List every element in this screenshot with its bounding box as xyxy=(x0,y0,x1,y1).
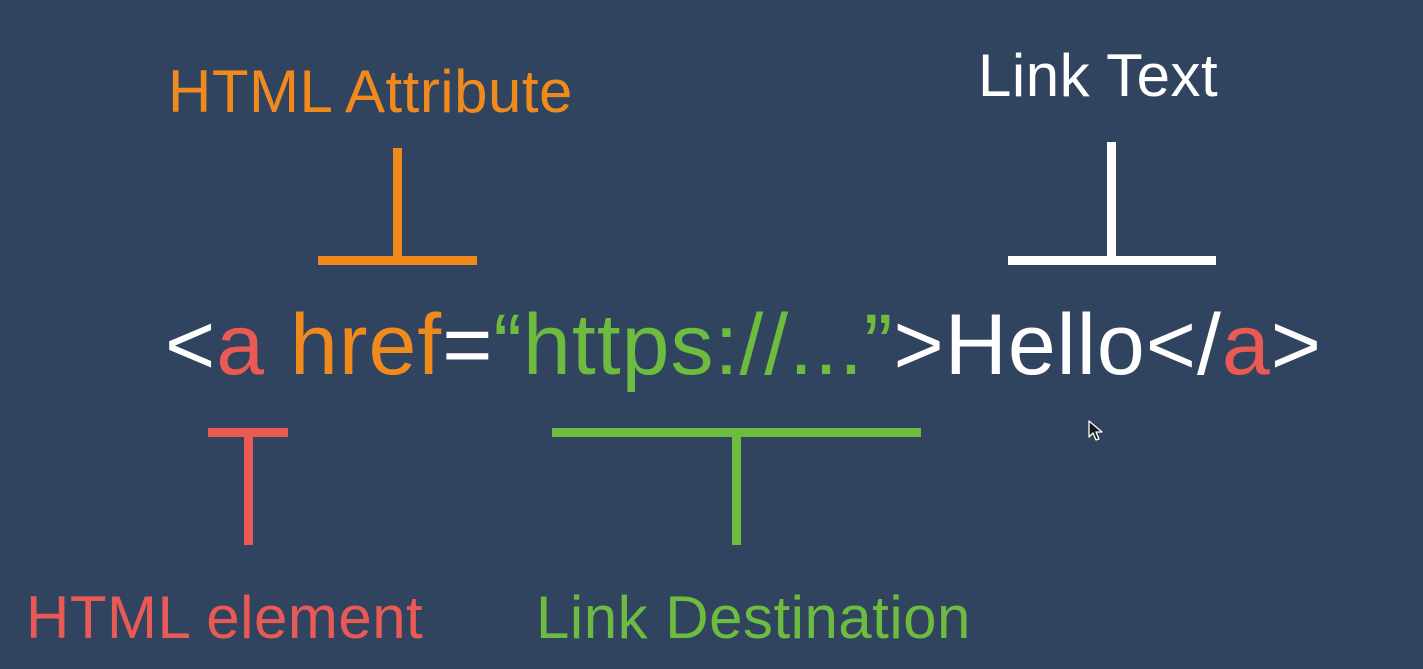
html-attribute-label: HTML Attribute xyxy=(168,58,573,125)
code-tag-close: a xyxy=(1221,297,1271,393)
html-element-bracket-stem xyxy=(244,432,253,545)
html-attribute-bracket-stem xyxy=(393,148,402,262)
code-open-gt: > xyxy=(893,297,945,393)
code-attribute: href xyxy=(289,297,443,393)
link-destination-bracket-stem xyxy=(732,432,741,545)
code-link-text: Hello xyxy=(944,297,1146,393)
code-url: “https://...” xyxy=(493,297,894,393)
html-attribute-bracket-base xyxy=(318,256,477,265)
code-open-lt: < xyxy=(165,297,217,393)
html-element-label: HTML element xyxy=(26,584,424,651)
code-tag-open: a xyxy=(216,297,266,393)
mouse-pointer-icon xyxy=(1088,420,1103,441)
link-text-bracket-base xyxy=(1008,256,1216,265)
link-destination-label: Link Destination xyxy=(536,584,971,651)
code-close-lt: </ xyxy=(1145,297,1222,393)
code-close-gt: > xyxy=(1270,297,1322,393)
link-text-bracket-stem xyxy=(1107,142,1116,262)
code-equals: = xyxy=(442,297,494,393)
code-space xyxy=(265,297,290,393)
link-text-label: Link Text xyxy=(978,42,1219,109)
anchor-code-line: <a href=“https://...”>Hello</a> xyxy=(165,302,1322,388)
